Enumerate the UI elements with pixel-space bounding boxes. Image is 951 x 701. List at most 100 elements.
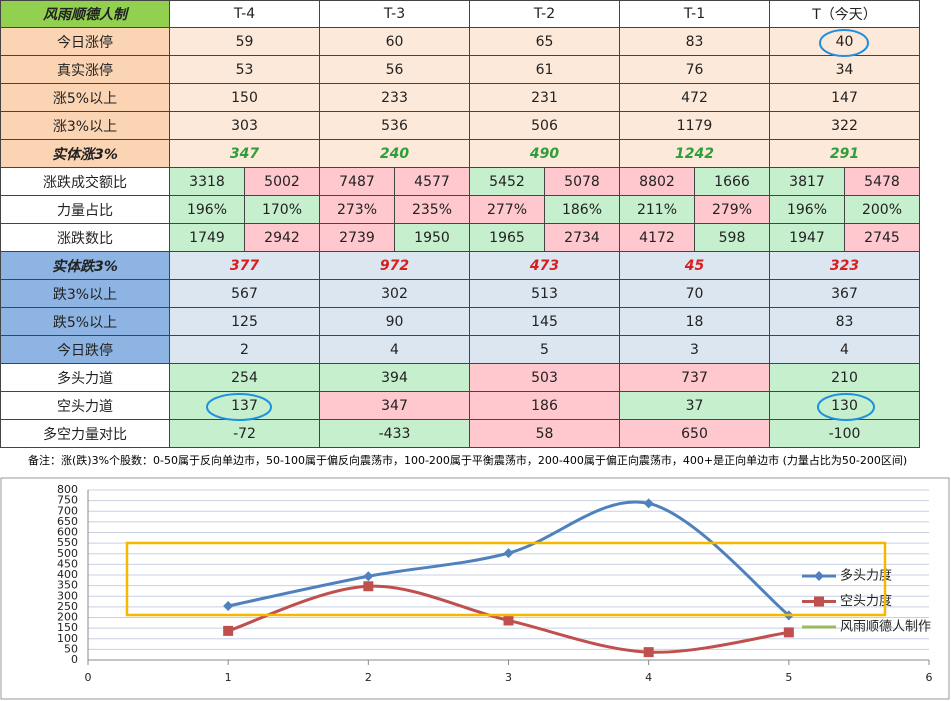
header-cell: T-3 (320, 0, 470, 28)
cell-value: 472 (620, 84, 770, 112)
cell-value: 37 (620, 392, 770, 420)
y-tick-label: 450 (57, 557, 78, 570)
marker (643, 647, 654, 658)
cell-value: 70 (620, 280, 770, 308)
y-tick-label: 100 (57, 632, 78, 645)
cell-value: 150 (170, 84, 320, 112)
cell-value: 145 (470, 308, 620, 336)
chart-frame (0, 477, 950, 700)
y-tick-label: 50 (64, 642, 78, 655)
cell-value: 5002 (245, 168, 320, 196)
cell-value: 972 (320, 252, 470, 280)
highlight-circle (819, 29, 869, 57)
row-label: 多头力道 (0, 364, 170, 392)
cell-value: 1950 (395, 224, 470, 252)
y-tick-label: 750 (57, 494, 78, 507)
cell-value: 5478 (845, 168, 920, 196)
marker (643, 498, 654, 509)
cell-value: 650 (620, 420, 770, 448)
cell-value: 2739 (320, 224, 395, 252)
cell-value: 273% (320, 196, 395, 224)
cell-value: 302 (320, 280, 470, 308)
cell-value: 347 (320, 392, 470, 420)
marker (223, 601, 234, 612)
cell-value: 1947 (770, 224, 845, 252)
cell-value: 1666 (695, 168, 770, 196)
cell-value: 4172 (620, 224, 695, 252)
row-label: 今日涨停 (0, 28, 170, 56)
cell-value: 210 (770, 364, 920, 392)
legend-label: 风雨顺德人制作 (840, 620, 931, 635)
y-tick-label: 550 (57, 536, 78, 549)
cell-value: 377 (170, 252, 320, 280)
cell-value: 1965 (470, 224, 545, 252)
cell-value: 503 (470, 364, 620, 392)
cell-value: -100 (770, 420, 920, 448)
y-tick-label: 350 (57, 579, 78, 592)
cell-value: 291 (770, 140, 920, 168)
cell-value: 737 (620, 364, 770, 392)
cell-value: 34 (770, 56, 920, 84)
cell-value: 211% (620, 196, 695, 224)
x-tick-label: 1 (225, 671, 232, 684)
cell-value: 4 (770, 336, 920, 364)
highlight-box (125, 541, 887, 617)
cell-value: 506 (470, 112, 620, 140)
row-label: 实体跌3% (0, 252, 170, 280)
legend-marker (814, 571, 824, 581)
cell-value: 367 (770, 280, 920, 308)
cell-value: 147 (770, 84, 920, 112)
x-tick-label: 6 (926, 671, 933, 684)
highlight-circle (817, 393, 875, 421)
header-cell: T-4 (170, 0, 320, 28)
marker (783, 627, 794, 638)
y-tick-label: 800 (57, 483, 78, 496)
header-cell: 风雨顺德人制 (0, 0, 170, 28)
cell-value: 536 (320, 112, 470, 140)
cell-value: 59 (170, 28, 320, 56)
cell-value: 18 (620, 308, 770, 336)
cell-value: 240 (320, 140, 470, 168)
cell-value: 277% (470, 196, 545, 224)
row-label: 真实涨停 (0, 56, 170, 84)
header-cell: T-2 (470, 0, 620, 28)
cell-value: 235% (395, 196, 470, 224)
cell-value: 5 (470, 336, 620, 364)
y-tick-label: 150 (57, 621, 78, 634)
highlight-circle (206, 393, 272, 421)
table: 风雨顺德人制 T-4 T-3 T-2 T-1 T（今天） 今日涨停 59 60 65 83 40 真实涨… (0, 0, 920, 448)
cell-value: 303 (170, 112, 320, 140)
cell-value: 4 (320, 336, 470, 364)
cell-value: 65 (470, 28, 620, 56)
row-label: 涨跌数比 (0, 224, 170, 252)
cell-value: 2942 (245, 224, 320, 252)
y-tick-label: 500 (57, 547, 78, 560)
cell-value: 5452 (470, 168, 545, 196)
cell-value: 170% (245, 196, 320, 224)
cell-value: 1242 (620, 140, 770, 168)
y-tick-label: 200 (57, 611, 78, 624)
cell-value: 3318 (170, 168, 245, 196)
cell-value: 233 (320, 84, 470, 112)
cell-value: 7487 (320, 168, 395, 196)
series-line (227, 500, 790, 617)
cell-value: 254 (170, 364, 320, 392)
y-tick-label: 600 (57, 526, 78, 539)
cell-value: 8802 (620, 168, 695, 196)
cell-value: 231 (470, 84, 620, 112)
cell-value: 196% (770, 196, 845, 224)
cell-value: 58 (470, 420, 620, 448)
cell-value: 1749 (170, 224, 245, 252)
cell-value: 598 (695, 224, 770, 252)
cell-value: 567 (170, 280, 320, 308)
cell-value: 279% (695, 196, 770, 224)
x-tick-label: 5 (785, 671, 792, 684)
marker (363, 571, 374, 582)
cell-value: 76 (620, 56, 770, 84)
y-tick-label: 700 (57, 504, 78, 517)
cell-value: 186% (545, 196, 620, 224)
cell-value: 196% (170, 196, 245, 224)
cell-value: 83 (770, 308, 920, 336)
cell-value: 490 (470, 140, 620, 168)
